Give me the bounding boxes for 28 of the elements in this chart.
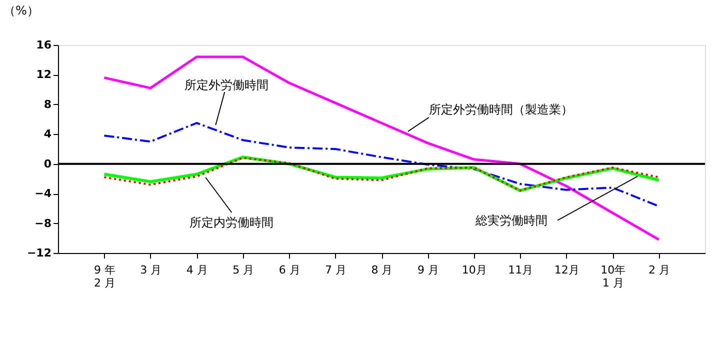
text: 総実労働時間 [474, 213, 548, 228]
x-tick-label: 3 月 [140, 264, 162, 276]
x-tick-label: 12月 [554, 264, 580, 276]
text: 所定外労働時間 [184, 78, 269, 92]
x-tick-label: 10年 1 月 [600, 264, 626, 290]
y-tick-label: 0 [44, 157, 52, 170]
y-tick-label: 12 [36, 68, 52, 82]
y-tick-label: −8 [34, 216, 52, 230]
line-series [103, 122, 660, 208]
y-tick-label: −4 [34, 187, 52, 200]
x-tick-label: 4 月 [186, 264, 208, 276]
y-axis-title: （%） [4, 4, 39, 18]
x-tick-label: 9 年 2 月 [94, 264, 116, 290]
text: 所定外労働時間（製造業） [428, 102, 573, 116]
x-tick-label: 9 月 [417, 264, 439, 276]
line-series [102, 56, 660, 241]
y-tick-label: −12 [26, 246, 52, 260]
x-tick-label: 5 月 [232, 264, 254, 276]
x-tick-label: 7 月 [325, 264, 347, 276]
text: 所定内労働時間 [190, 215, 274, 230]
y-tick-label: 4 [44, 128, 52, 141]
y-tick-label: 8 [44, 98, 52, 111]
x-tick-label: 10月 [462, 264, 487, 276]
x-tick-label: 2 月 [648, 264, 670, 276]
y-tick-label: 16 [36, 38, 52, 52]
x-tick-label: 8 月 [371, 264, 393, 276]
x-tick-label: 11月 [508, 264, 534, 276]
x-tick-label: 6 月 [278, 264, 300, 276]
